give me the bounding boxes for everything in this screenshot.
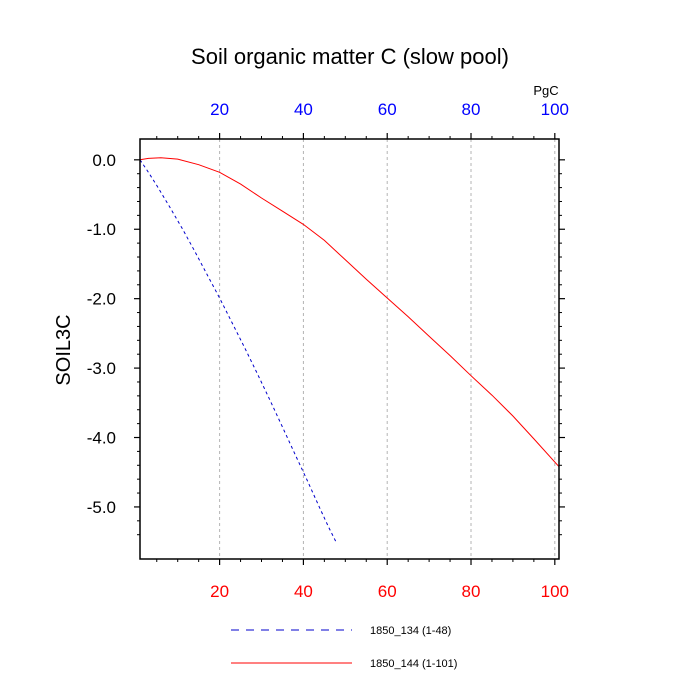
x-tick-label-top: 60	[378, 100, 397, 119]
x-tick-label-bottom: 60	[378, 582, 397, 601]
chart-title: Soil organic matter C (slow pool)	[191, 44, 509, 69]
legend: 1850_134 (1-48) 1850_144 (1-101)	[231, 625, 457, 670]
series-lines	[139, 157, 560, 544]
x-tick-label-top: 80	[462, 100, 481, 119]
y-axis-label: SOIL3C	[53, 314, 75, 385]
y-tick-label: -1.0	[87, 220, 116, 239]
y-tick-label: -2.0	[87, 290, 116, 309]
legend-label: 1850_144 (1-101)	[370, 658, 457, 670]
x-tick-label-bottom: 40	[294, 582, 313, 601]
y-tick-label: -3.0	[87, 359, 116, 378]
axis-tick-labels: 20 20 40 40 60 60 80 80 100 100 0.0 -1.0 -2.0 -3.0 -4.…	[87, 100, 569, 601]
series-line	[139, 159, 338, 544]
gridlines	[219, 139, 556, 559]
y-tick-label: 0.0	[92, 151, 116, 170]
x-tick-label-top: 40	[294, 100, 313, 119]
x-tick-label-bottom: 100	[541, 582, 569, 601]
axis-ticks	[134, 133, 565, 565]
y-tick-label: -5.0	[87, 498, 116, 517]
plot-frame	[139, 138, 560, 560]
x-tick-label-top: 20	[210, 100, 229, 119]
top-axis-unit-label: PgC	[533, 83, 558, 98]
x-tick-label-bottom: 20	[210, 582, 229, 601]
series-line	[139, 157, 560, 468]
x-tick-label-top: 100	[541, 100, 569, 119]
x-tick-label-bottom: 80	[462, 582, 481, 601]
y-tick-label: -4.0	[87, 429, 116, 448]
legend-label: 1850_134 (1-48)	[370, 625, 451, 637]
